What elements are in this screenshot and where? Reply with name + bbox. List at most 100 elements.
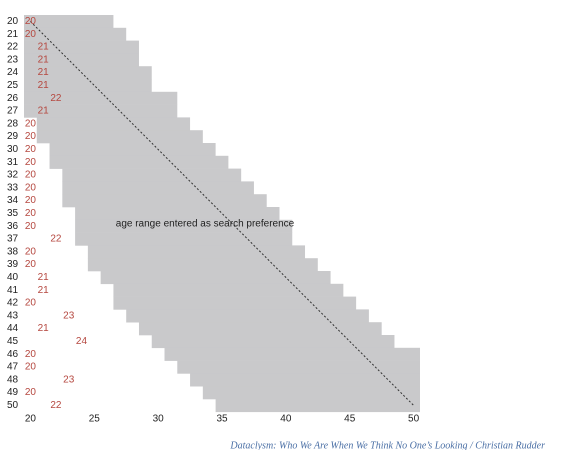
range-bar (215, 399, 420, 413)
y-tick-label: 30 (7, 144, 19, 155)
y-tick-label: 48 (7, 374, 19, 385)
y-tick-label: 41 (7, 285, 19, 296)
youngest-label: 20 (25, 298, 37, 309)
x-tick-label: 20 (25, 413, 37, 424)
youngest-label: 20 (25, 16, 37, 27)
youngest-label: 20 (25, 387, 37, 398)
x-tick-label: 45 (344, 413, 356, 424)
y-tick-label: 34 (7, 195, 19, 206)
diagonal (30, 21, 414, 406)
range-bar (126, 309, 369, 323)
range-bar (62, 168, 242, 182)
range-bar (24, 66, 152, 80)
youngest-label: 22 (50, 400, 62, 411)
youngest-label: 24 (76, 336, 88, 347)
range-bar (177, 360, 420, 374)
y-tick-label: 49 (7, 387, 19, 398)
youngest-label: 21 (38, 285, 50, 296)
range-bar (36, 130, 203, 144)
range-bar (75, 207, 280, 221)
annotation: age range entered as search preference (116, 219, 295, 230)
range-bar (49, 155, 229, 169)
y-tick-label: 40 (7, 272, 19, 283)
x-tick-label: 25 (89, 413, 101, 424)
range-bar (24, 15, 114, 29)
x-tick-label: 35 (216, 413, 228, 424)
y-tick-label: 39 (7, 259, 19, 270)
range-bar (190, 373, 420, 387)
y-tick-label: 29 (7, 131, 19, 142)
range-bar (75, 219, 293, 233)
range-bar (36, 117, 191, 131)
y-tick-label: 32 (7, 170, 19, 181)
youngest-label: 20 (25, 144, 37, 155)
x-tick-label: 30 (153, 413, 165, 424)
y-tick-label: 35 (7, 208, 19, 219)
y-tick-label: 44 (7, 323, 19, 334)
x-tick-label: 40 (280, 413, 292, 424)
y-tick-label: 46 (7, 349, 19, 360)
range-bar (100, 271, 331, 285)
range-bar (62, 181, 254, 195)
y-tick-label: 47 (7, 362, 19, 373)
youngest-label: 20 (25, 362, 37, 373)
x-tick-label: 50 (408, 413, 420, 424)
youngest-label: 20 (25, 182, 37, 193)
youngest-label: 21 (38, 323, 50, 334)
range-bar (87, 258, 318, 272)
youngest-label: 23 (63, 374, 75, 385)
youngest-label: 21 (38, 67, 50, 78)
range-bar (24, 53, 139, 67)
range-bar (24, 27, 127, 41)
y-tick-label: 23 (7, 54, 19, 65)
range-bar (24, 91, 178, 105)
range-bar (113, 296, 357, 310)
range-bar (75, 232, 293, 246)
range-bar (202, 386, 420, 400)
y-tick-label: 24 (7, 67, 19, 78)
source: Dataclysm: Who We Are When We Think No O… (229, 440, 545, 450)
youngest-label: 22 (50, 93, 62, 104)
youngest-label: 20 (25, 195, 37, 206)
range-bar (87, 245, 306, 259)
youngest-label: 21 (38, 272, 50, 283)
y-tick-label: 26 (7, 93, 19, 104)
youngest-label: 22 (50, 234, 62, 245)
y-tick-label: 28 (7, 118, 19, 129)
range-bar (24, 104, 178, 118)
y-tick-label: 50 (7, 400, 19, 411)
youngest-label: 21 (38, 80, 50, 91)
y-tick-label: 31 (7, 157, 19, 168)
y-tick-label: 45 (7, 336, 19, 347)
range-bar (151, 335, 395, 349)
youngest-label: 20 (25, 259, 37, 270)
youngest-label: 21 (38, 106, 50, 117)
range-bar (113, 283, 344, 297)
y-tick-label: 43 (7, 310, 19, 321)
y-tick-label: 21 (7, 29, 19, 40)
youngest-label: 21 (38, 54, 50, 65)
y-tick-label: 36 (7, 221, 19, 232)
range-bar (24, 40, 139, 54)
youngest-label: 23 (63, 310, 75, 321)
youngest-label: 20 (25, 208, 37, 219)
y-tick-label: 33 (7, 182, 19, 193)
y-tick-label: 25 (7, 80, 19, 91)
youngest-label: 21 (38, 42, 50, 53)
youngest-label: 20 (25, 118, 37, 129)
youngest-label: 20 (25, 29, 37, 40)
youngest-label: 20 (25, 221, 37, 232)
youngest-label: 20 (25, 157, 37, 168)
range-bar (49, 143, 216, 157)
y-tick-label: 37 (7, 234, 19, 245)
y-tick-label: 20 (7, 16, 19, 27)
youngest-label: 20 (25, 246, 37, 257)
youngest-label: 20 (25, 170, 37, 181)
range-bar (138, 322, 382, 336)
y-tick-label: 27 (7, 106, 19, 117)
y-tick-label: 22 (7, 42, 19, 53)
y-tick-label: 38 (7, 246, 19, 257)
range-bar (164, 347, 420, 361)
youngest-label: 20 (25, 349, 37, 360)
